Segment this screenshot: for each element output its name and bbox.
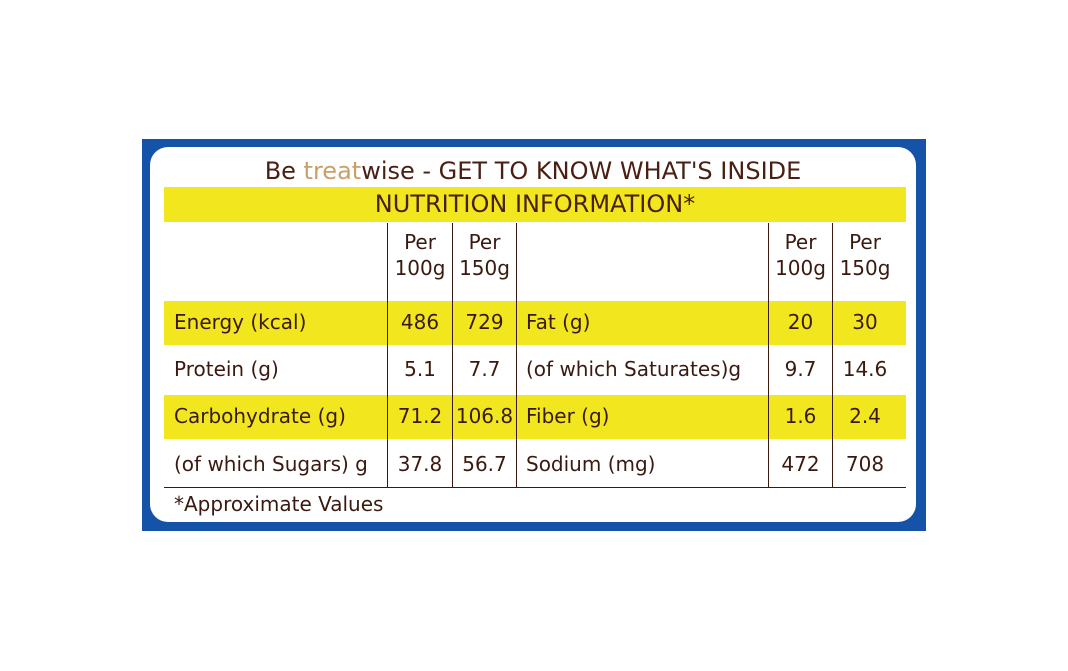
title-highlight: treat bbox=[303, 157, 362, 185]
nutrient-value: 486 bbox=[400, 310, 440, 334]
header-text: 150g bbox=[839, 256, 891, 280]
header-left-per-150g: Per 150g bbox=[453, 229, 516, 281]
table-bottom-rule bbox=[164, 487, 906, 488]
nutrient-label: Carbohydrate (g) bbox=[174, 404, 346, 428]
header-text: Per bbox=[849, 230, 881, 254]
nutrient-value: 2.4 bbox=[849, 404, 881, 428]
column-divider bbox=[387, 223, 388, 488]
nutrient-label: (of which Sugars) g bbox=[174, 452, 368, 476]
header-text: Per bbox=[468, 230, 501, 254]
column-divider bbox=[832, 223, 833, 488]
nutrient-value: 729 bbox=[465, 310, 504, 334]
nutrient-label: Sodium (mg) bbox=[526, 452, 656, 476]
title-suffix: wise - GET TO KNOW WHAT'S INSIDE bbox=[361, 157, 802, 185]
nutrient-value: 106.8 bbox=[455, 404, 514, 428]
header-text: Per bbox=[784, 230, 817, 254]
nutrient-value: 37.8 bbox=[397, 452, 443, 476]
header-right-per-150g: Per 150g bbox=[833, 229, 897, 281]
footnote: *Approximate Values bbox=[174, 492, 384, 516]
nutrient-value: 14.6 bbox=[842, 357, 888, 381]
nutrient-value: 708 bbox=[845, 452, 885, 476]
nutrient-value: 5.1 bbox=[404, 357, 436, 381]
label-title: Be treatwise - GET TO KNOW WHAT'S INSIDE bbox=[150, 153, 916, 189]
nutrient-label: Fiber (g) bbox=[526, 404, 610, 428]
header-text: Per bbox=[404, 230, 436, 254]
column-divider bbox=[516, 223, 517, 488]
column-divider bbox=[768, 223, 769, 488]
nutrient-value: 9.7 bbox=[784, 357, 817, 381]
nutrient-label: (of which Saturates)g bbox=[526, 357, 742, 381]
nutrient-value: 30 bbox=[852, 310, 878, 334]
nutrient-value: 472 bbox=[781, 452, 820, 476]
header-text: 150g bbox=[459, 256, 510, 280]
nutrition-banner: NUTRITION INFORMATION* bbox=[164, 187, 906, 222]
nutrition-label-card: Be treatwise - GET TO KNOW WHAT'S INSIDE… bbox=[150, 147, 916, 522]
header-left-per-100g: Per 100g bbox=[389, 229, 451, 281]
header-right-per-100g: Per 100g bbox=[769, 229, 832, 281]
nutrient-value: 56.7 bbox=[462, 452, 507, 476]
header-text: 100g bbox=[775, 256, 826, 280]
nutrient-value: 20 bbox=[787, 310, 814, 334]
nutrient-value: 71.2 bbox=[397, 404, 443, 428]
row-highlight-band bbox=[164, 301, 906, 345]
nutrient-label: Energy (kcal) bbox=[174, 310, 307, 334]
nutrient-value: 1.6 bbox=[784, 404, 817, 428]
column-divider bbox=[452, 223, 453, 488]
nutrient-label: Protein (g) bbox=[174, 357, 279, 381]
nutrient-label: Fat (g) bbox=[526, 310, 591, 334]
nutrient-value: 7.7 bbox=[468, 357, 501, 381]
row-highlight-band bbox=[164, 395, 906, 439]
title-prefix: Be bbox=[264, 157, 304, 185]
header-text: 100g bbox=[394, 256, 446, 280]
